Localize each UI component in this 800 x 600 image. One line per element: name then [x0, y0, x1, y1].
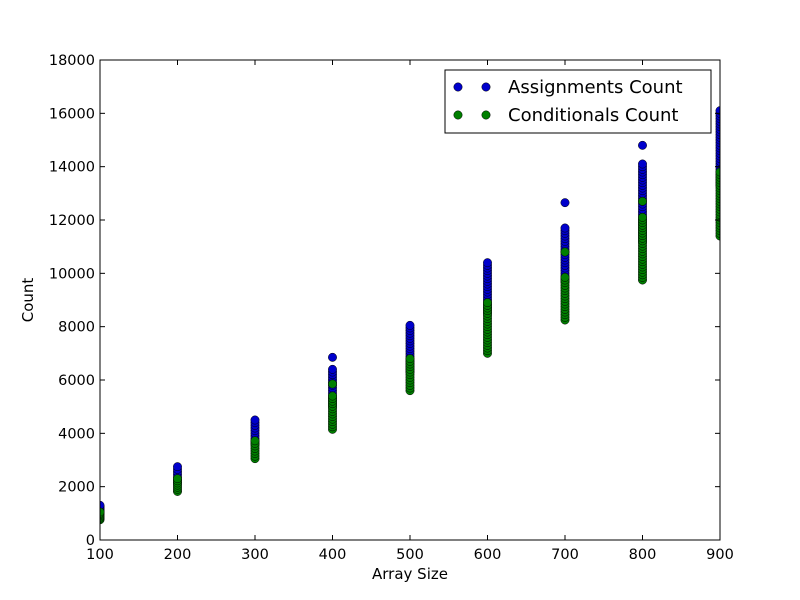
legend: Assignments Count Conditionals Count	[444, 69, 712, 134]
y-tick-label: 8000	[58, 320, 95, 336]
y-tick-label: 2000	[58, 480, 95, 496]
point-assignments	[560, 223, 570, 233]
point-assignments	[328, 364, 337, 374]
legend-box	[444, 69, 712, 134]
legend-marker-assignments-1	[453, 82, 463, 92]
x-tick-label: 300	[241, 547, 269, 563]
point-conditionals	[483, 298, 492, 308]
y-axis-ticks: 0 2000 4000 6000 8000 10000 12000 14000 16000 180…	[49, 53, 720, 549]
x-tick-label: 500	[396, 547, 424, 563]
legend-label-assignments: Assignments Count	[508, 77, 683, 98]
point-assignments-outlier	[560, 198, 570, 208]
y-tick-label: 10000	[49, 266, 95, 282]
data-points	[100, 106, 720, 525]
x-tick-label: 900	[706, 547, 734, 563]
y-tick-label: 16000	[49, 106, 95, 122]
point-conditionals	[560, 272, 570, 282]
x-tick-label: 700	[551, 547, 579, 563]
x-tick-label: 200	[164, 547, 192, 563]
point-conditionals	[250, 436, 260, 446]
x-axis-ticks: 100 200 300 400 500 600 700 800 900	[86, 60, 734, 563]
y-tick-label: 12000	[49, 213, 95, 229]
point-assignments-outlier	[638, 140, 647, 150]
x-tick-label: 600	[474, 547, 502, 563]
point-conditionals	[328, 391, 337, 401]
point-assignments	[250, 415, 260, 425]
y-tick-label: 0	[86, 533, 95, 549]
x-tick-label: 100	[86, 547, 114, 563]
point-conditionals	[173, 474, 182, 484]
legend-marker-conditionals-1	[453, 110, 463, 120]
point-assignments-outlier	[328, 352, 337, 362]
point-conditionals-outlier	[328, 379, 337, 389]
point-assignments	[405, 320, 415, 330]
point-conditionals-outlier	[560, 247, 570, 257]
y-tick-label: 14000	[49, 160, 95, 176]
point-conditionals	[638, 212, 647, 222]
y-axis-label: Count	[19, 278, 37, 323]
point-conditionals	[405, 354, 415, 364]
legend-marker-assignments-2	[481, 82, 491, 92]
plot-area	[100, 60, 720, 540]
y-tick-label: 6000	[58, 373, 95, 389]
x-tick-label: 800	[629, 547, 657, 563]
point-assignments	[173, 462, 182, 472]
point-assignments	[483, 258, 492, 268]
y-tick-label: 4000	[58, 426, 95, 442]
point-conditionals-outlier	[638, 196, 647, 206]
x-axis-label: Array Size	[372, 565, 448, 583]
point-assignments	[638, 159, 647, 169]
legend-label-conditionals: Conditionals Count	[508, 105, 678, 126]
y-tick-label: 18000	[49, 53, 95, 69]
x-tick-label: 400	[319, 547, 347, 563]
legend-marker-conditionals-2	[481, 110, 491, 120]
